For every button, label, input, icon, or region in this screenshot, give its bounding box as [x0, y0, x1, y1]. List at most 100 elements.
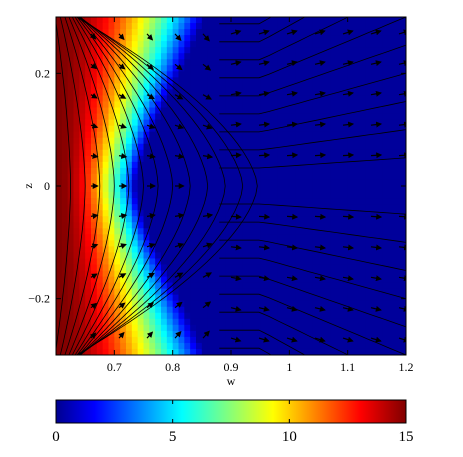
heatmap-cell — [301, 192, 308, 199]
heatmap-cell — [388, 41, 395, 48]
heatmap-cell — [382, 47, 390, 54]
heatmap-cell — [131, 258, 139, 266]
heatmap-cell — [306, 89, 314, 97]
heatmap-cell — [365, 234, 372, 241]
heatmap-cell — [190, 348, 197, 355]
heatmap-cell — [207, 161, 215, 169]
heatmap-cell — [85, 186, 92, 193]
heatmap-cell — [225, 125, 232, 133]
heatmap-cell — [155, 222, 162, 229]
heatmap-cell — [341, 246, 349, 253]
heatmap-cell — [254, 312, 261, 320]
heatmap-cell — [120, 119, 127, 127]
heatmap-cell — [324, 312, 331, 320]
heatmap-cell — [190, 17, 197, 24]
heatmap-cell — [178, 173, 185, 181]
heatmap-cell — [271, 330, 279, 338]
heatmap-cell — [73, 125, 80, 133]
heatmap-cell — [324, 264, 331, 272]
heatmap-cell — [365, 47, 372, 54]
heatmap-cell — [371, 210, 378, 217]
heatmap-cell — [201, 258, 209, 266]
heatmap-cell — [73, 336, 80, 344]
heatmap-cell — [394, 204, 401, 211]
heatmap-cell — [330, 318, 337, 326]
heatmap-cell — [190, 300, 197, 308]
heatmap-cell — [143, 246, 150, 253]
heatmap-cell — [196, 252, 203, 260]
heatmap-cell — [306, 23, 314, 30]
heatmap-cell — [336, 125, 343, 133]
heatmap-cell — [289, 131, 296, 139]
heatmap-cell — [330, 35, 337, 42]
heatmap-cell — [96, 270, 104, 278]
heatmap-cell — [201, 240, 209, 247]
heatmap-cell — [341, 29, 349, 36]
heatmap-cell — [67, 53, 75, 60]
heatmap-cell — [161, 336, 168, 344]
heatmap-cell — [254, 17, 261, 24]
heatmap-cell — [312, 324, 320, 332]
heatmap-cell — [248, 77, 255, 84]
heatmap-cell — [400, 83, 406, 91]
heatmap-cell — [85, 306, 92, 314]
heatmap-cell — [166, 59, 174, 66]
heatmap-cell — [271, 149, 279, 157]
heatmap-cell — [102, 155, 110, 163]
heatmap-cell — [283, 318, 290, 326]
heatmap-cell — [400, 222, 406, 229]
velocity-arrow — [314, 244, 327, 251]
heatmap-cell — [155, 342, 162, 350]
heatmap-cell — [67, 264, 75, 272]
heatmap-cell — [336, 107, 343, 115]
heatmap-cell — [155, 83, 162, 91]
heatmap-cell — [172, 35, 180, 42]
heatmap-cell — [324, 348, 331, 355]
heatmap-cell — [67, 35, 75, 42]
heatmap-cell — [219, 161, 226, 169]
y-axis: −0.200.2 — [28, 66, 406, 306]
heatmap-cell — [382, 29, 390, 36]
heatmap-cell — [96, 23, 104, 30]
heatmap-cell — [184, 119, 191, 127]
heatmap-cell — [166, 95, 174, 103]
heatmap-cell — [67, 89, 75, 97]
heatmap-cell — [102, 143, 110, 151]
heatmap-cell — [131, 336, 139, 344]
heatmap-cell — [196, 113, 203, 121]
heatmap-cell — [137, 29, 145, 36]
heatmap-cell — [166, 179, 174, 187]
heatmap-cell — [213, 192, 220, 199]
heatmap-cell — [231, 228, 238, 235]
heatmap-cell — [190, 330, 197, 338]
heatmap-cell — [260, 143, 267, 151]
heatmap-cell — [376, 234, 384, 241]
heatmap-cell — [347, 71, 355, 78]
heatmap-cell — [166, 167, 174, 175]
heatmap-cell — [312, 312, 320, 320]
heatmap-cell — [400, 198, 406, 205]
heatmap-cell — [388, 89, 395, 97]
heatmap-cell — [295, 210, 302, 217]
heatmap-cell — [394, 77, 401, 84]
heatmap-cell — [301, 300, 308, 308]
heatmap-cell — [207, 89, 215, 97]
heatmap-cell — [312, 216, 320, 223]
heatmap-cell — [137, 179, 145, 187]
heatmap-cell — [96, 125, 104, 133]
heatmap-cell — [96, 83, 104, 91]
heatmap-cell — [114, 83, 121, 91]
heatmap-cell — [161, 149, 168, 157]
heatmap-cell — [394, 288, 401, 296]
heatmap-cell — [161, 270, 168, 278]
heatmap-cell — [347, 101, 355, 109]
heatmap-cell — [85, 125, 92, 133]
heatmap-cell — [73, 179, 80, 187]
heatmap-cell — [56, 228, 63, 235]
heatmap-cell — [67, 312, 75, 320]
heatmap-cell — [336, 143, 343, 151]
heatmap-cell — [318, 155, 325, 163]
heatmap-cell — [271, 324, 279, 332]
heatmap-cell — [108, 167, 115, 175]
